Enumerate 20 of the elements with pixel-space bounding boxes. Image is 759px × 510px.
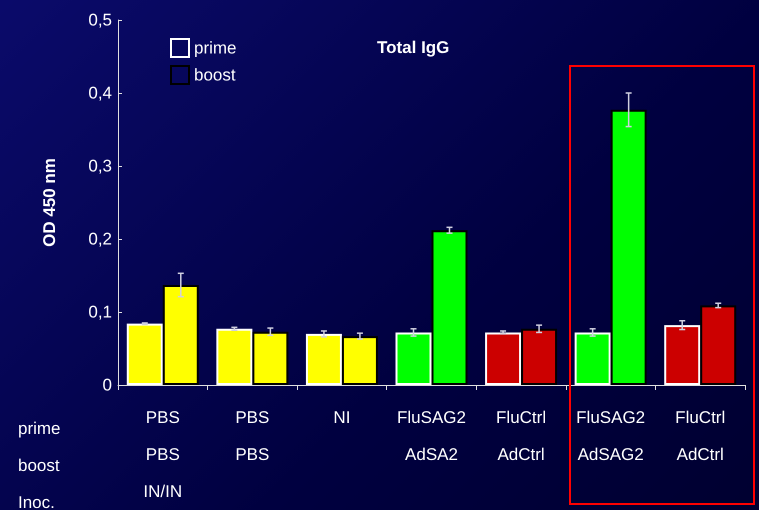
text: Total IgG — [377, 38, 450, 57]
text: prime — [18, 419, 61, 438]
x-tick-label: FluCtrl AdCtrl — [675, 408, 726, 464]
y-tick-label: 0,4 — [88, 84, 112, 102]
x-tick-label: PBS PBS IN/IN — [143, 408, 182, 501]
x-tick-label: FluSAG2 AdSAG2 — [576, 408, 646, 464]
x-tick-label: NI — [333, 408, 350, 427]
text: Inoc. — [18, 493, 55, 510]
y-tick-label: 0,2 — [88, 230, 112, 248]
text: boost — [18, 456, 60, 475]
x-tick-label: FluSAG2 AdSA2 — [397, 408, 466, 464]
legend-label: prime — [194, 38, 237, 58]
y-tick-label: 0 — [102, 376, 112, 394]
x-tick-label: PBS PBS — [235, 408, 270, 464]
y-axis-title: OD 450 nm — [40, 158, 59, 247]
y-tick-label: 0,3 — [88, 156, 112, 176]
legend-label: boost — [194, 66, 236, 84]
y-tick-label: 0,5 — [88, 10, 112, 30]
y-tick-label: 0,1 — [88, 302, 112, 322]
x-tick-label: FluCtrl AdCtrl — [496, 408, 546, 464]
